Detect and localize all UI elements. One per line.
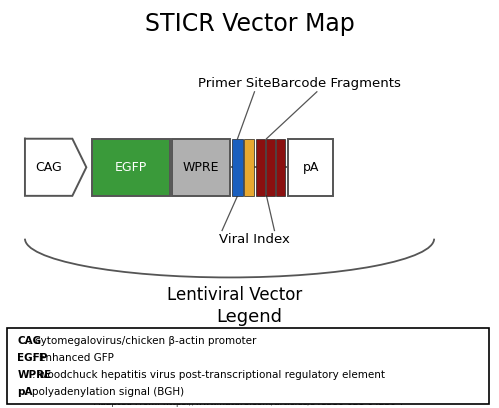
- Text: WPRE: WPRE: [17, 370, 52, 380]
- Bar: [266, 139, 275, 196]
- Text: Adapted From: https://www.nature.com/articles/s41586-021-04230-7: Adapted From: https://www.nature.com/art…: [94, 398, 405, 407]
- Bar: [232, 139, 243, 196]
- Text: pA: pA: [17, 387, 33, 397]
- Text: Lentiviral Vector: Lentiviral Vector: [167, 286, 302, 304]
- Text: Primer SiteBarcode Fragments: Primer SiteBarcode Fragments: [198, 77, 401, 90]
- Text: CAG: CAG: [17, 336, 41, 346]
- Text: EGFP: EGFP: [17, 353, 48, 363]
- Text: EGFP: EGFP: [115, 161, 147, 174]
- Bar: [92, 139, 170, 196]
- Bar: [244, 139, 254, 196]
- Text: pA: pA: [303, 161, 319, 174]
- Text: : polyadenylation signal (BGH): : polyadenylation signal (BGH): [25, 387, 184, 397]
- Bar: [25, 139, 72, 196]
- Bar: [7, 328, 489, 404]
- Text: : cytomegalovirus/chicken β-actin promoter: : cytomegalovirus/chicken β-actin promot…: [28, 336, 257, 346]
- Text: STICR Vector Map: STICR Vector Map: [145, 12, 354, 36]
- Text: CAG: CAG: [35, 161, 62, 174]
- Bar: [276, 139, 285, 196]
- Polygon shape: [72, 139, 86, 196]
- Text: WPRE: WPRE: [183, 161, 219, 174]
- Text: Viral Index: Viral Index: [219, 233, 290, 246]
- Text: : Enhanced GFP: : Enhanced GFP: [32, 353, 114, 363]
- Text: Legend: Legend: [217, 308, 282, 326]
- Bar: [172, 139, 230, 196]
- Bar: [288, 139, 333, 196]
- Text: : woodchuck hepatitis virus post-transcriptional regulatory element: : woodchuck hepatitis virus post-transcr…: [32, 370, 385, 380]
- Bar: [256, 139, 265, 196]
